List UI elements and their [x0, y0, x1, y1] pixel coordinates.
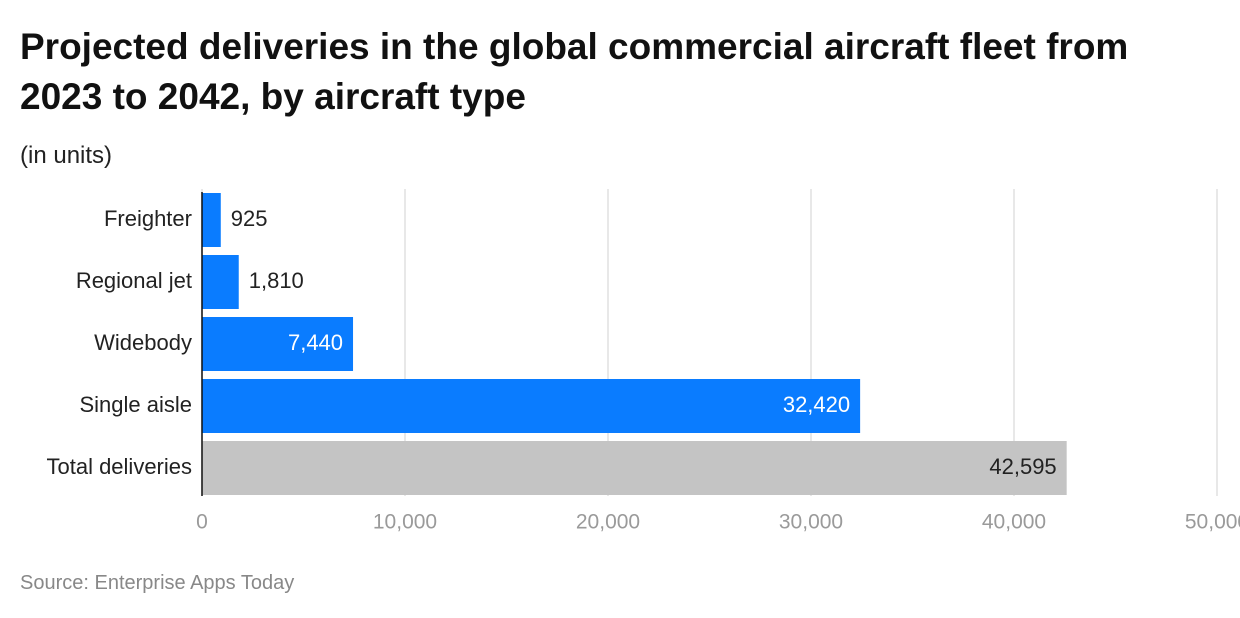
x-tick-label: 10,000 — [373, 511, 437, 534]
y-tick-label: Freighter — [104, 206, 192, 231]
x-tick-label: 40,000 — [982, 511, 1046, 534]
y-tick-label: Single aisle — [79, 392, 192, 417]
value-label: 7,440 — [288, 330, 343, 355]
value-label: 1,810 — [249, 268, 304, 293]
y-tick-label: Regional jet — [76, 268, 192, 293]
chart-subtitle: (in units) — [20, 142, 113, 169]
x-tick-label: 30,000 — [779, 511, 843, 534]
value-label: 42,595 — [989, 454, 1056, 479]
y-tick-label: Widebody — [94, 330, 192, 355]
bar — [202, 317, 354, 371]
x-tick-label: 50,000 — [1185, 511, 1240, 534]
x-tick-label: 20,000 — [576, 511, 640, 534]
value-label: 925 — [231, 206, 268, 231]
bar — [202, 255, 239, 309]
y-tick-label: Total deliveries — [46, 454, 192, 479]
bar — [202, 441, 1067, 495]
source-note: Source: Enterprise Apps Today — [20, 572, 295, 594]
value-label: 32,420 — [783, 392, 850, 417]
x-tick-label: 0 — [196, 511, 208, 534]
bar — [202, 193, 221, 247]
chart-title: Projected deliveries in the global comme… — [20, 26, 1129, 117]
bar — [202, 379, 861, 433]
